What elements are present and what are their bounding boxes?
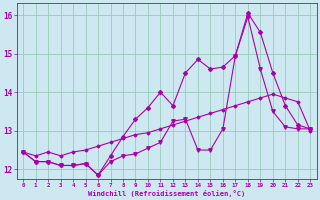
X-axis label: Windchill (Refroidissement éolien,°C): Windchill (Refroidissement éolien,°C)	[88, 190, 245, 197]
